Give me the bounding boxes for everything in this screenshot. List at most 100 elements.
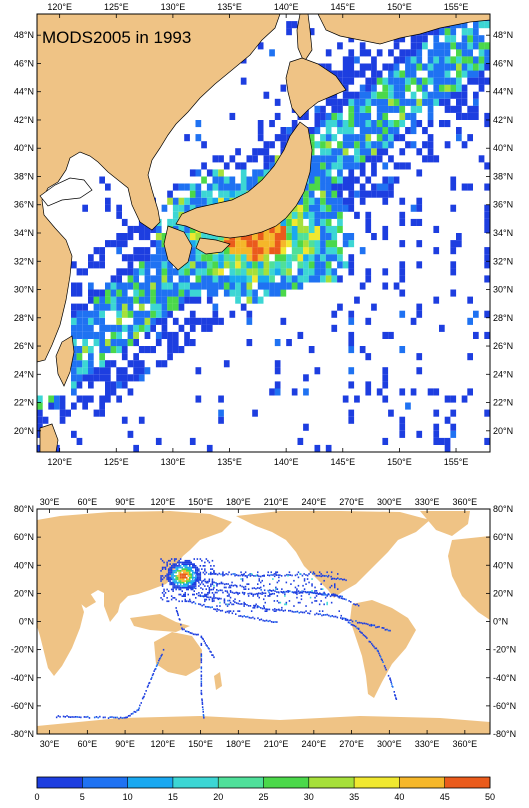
obs-cell	[152, 673, 155, 675]
obs-cell	[246, 275, 253, 283]
obs-cell	[297, 331, 304, 339]
obs-cell	[241, 585, 243, 588]
obs-cell	[269, 275, 275, 283]
obs-cell	[308, 190, 315, 198]
obs-cell	[235, 261, 241, 269]
obs-cell	[194, 572, 196, 575]
obs-cell	[456, 112, 462, 120]
obs-cell	[189, 559, 191, 562]
obs-cell	[208, 598, 211, 601]
obs-cell	[175, 598, 177, 601]
obs-cell	[326, 603, 328, 606]
obs-cell	[473, 42, 479, 50]
obs-cell	[273, 575, 276, 578]
obs-cell	[376, 183, 383, 191]
obs-cell	[212, 197, 219, 205]
obs-cell	[291, 388, 298, 396]
obs-cell	[410, 120, 417, 128]
obs-cell	[348, 268, 355, 276]
obs-cell	[269, 593, 271, 596]
obs-cell	[416, 120, 423, 128]
obs-cell	[235, 268, 241, 276]
obs-cell	[188, 631, 190, 633]
obs-cell	[433, 70, 440, 78]
obs-cell	[365, 225, 372, 233]
obs-cell	[427, 28, 434, 36]
obs-cell	[220, 582, 222, 585]
obs-cell	[200, 654, 203, 657]
obs-cell	[211, 581, 214, 583]
obs-cell	[239, 574, 241, 577]
obs-cell	[473, 35, 479, 43]
obs-cell	[179, 580, 182, 582]
obs-cell	[342, 261, 349, 269]
obs-cell	[444, 77, 451, 85]
obs-cell	[399, 105, 406, 113]
obs-cell	[263, 268, 270, 276]
obs-cell	[331, 275, 338, 283]
obs-cell	[444, 49, 451, 57]
obs-cell	[269, 388, 275, 396]
obs-cell	[155, 275, 162, 283]
obs-cell	[274, 590, 276, 592]
obs-cell	[284, 603, 286, 606]
obs-cell	[342, 127, 349, 135]
obs-cell	[230, 584, 233, 587]
obs-cell	[345, 617, 347, 620]
obs-cell	[212, 275, 219, 283]
obs-cell	[246, 183, 253, 191]
obs-cell	[291, 275, 298, 283]
obs-cell	[325, 49, 332, 57]
obs-cell	[264, 610, 266, 612]
obs-cell	[450, 247, 457, 255]
obs-cell	[467, 134, 473, 142]
obs-cell	[291, 591, 293, 593]
obs-cell	[275, 574, 278, 576]
obs-cell	[320, 233, 326, 241]
obs-cell	[205, 595, 208, 597]
obs-cell	[186, 581, 188, 584]
obs-cell	[478, 21, 485, 29]
obs-cell	[208, 578, 211, 581]
obs-cell	[231, 591, 234, 594]
obs-cell	[204, 573, 206, 576]
obs-cell	[186, 568, 188, 570]
obs-cell	[203, 579, 205, 582]
obs-cell	[178, 296, 185, 304]
obs-cell	[342, 204, 349, 212]
obs-cell	[183, 593, 185, 596]
obs-cell	[269, 619, 271, 622]
obs-cell	[201, 233, 207, 241]
obs-cell	[150, 225, 156, 233]
obs-cell	[257, 583, 259, 585]
obs-cell	[399, 35, 406, 43]
obs-cell	[473, 91, 479, 99]
colorbar-label: 20	[213, 792, 223, 802]
obs-cell	[235, 183, 241, 191]
obs-cell	[433, 84, 440, 92]
obs-cell	[340, 597, 343, 600]
obs-cell	[348, 204, 355, 212]
world-xlabel-bottom: 30°E	[40, 739, 60, 749]
regional-ylabel-left: 20°N	[14, 426, 34, 436]
obs-cell	[206, 606, 208, 608]
obs-cell	[138, 282, 145, 290]
obs-cell	[320, 155, 326, 163]
obs-cell	[263, 584, 265, 587]
obs-cell	[54, 402, 60, 410]
obs-cell	[297, 584, 300, 587]
obs-cell	[187, 581, 189, 584]
obs-cell	[354, 141, 360, 149]
obs-cell	[167, 570, 170, 572]
obs-cell	[240, 169, 247, 177]
obs-cell	[175, 565, 177, 567]
obs-cell	[229, 190, 236, 198]
obs-cell	[320, 575, 322, 578]
obs-cell	[71, 353, 77, 361]
obs-cell	[176, 565, 179, 567]
obs-cell	[127, 303, 134, 311]
obs-cell	[110, 240, 117, 248]
obs-cell	[280, 282, 287, 290]
obs-cell	[427, 49, 434, 57]
obs-cell	[422, 84, 428, 92]
